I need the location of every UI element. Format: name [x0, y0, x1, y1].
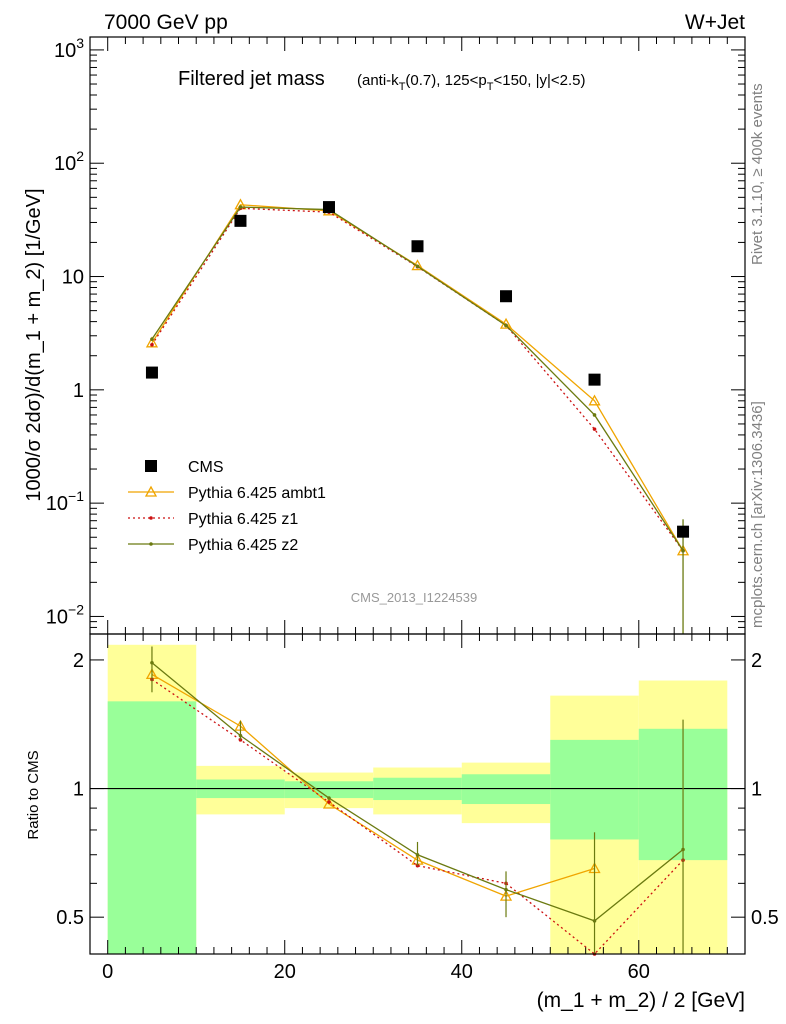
side-label-bottom: mcplots.cern.ch [arXiv:1306.3436] — [749, 401, 766, 628]
ratio-y-tick-label-right: 0.5 — [751, 907, 779, 929]
main-y-tick-label: 10 — [62, 267, 84, 289]
cms-point — [677, 525, 690, 538]
green-band — [107, 701, 197, 954]
ratio-point-ambt1 — [322, 797, 336, 809]
header-left: 7000 GeV pp — [104, 11, 228, 34]
chart-subtitle: (anti-kT(0.7), 125<pT<150, |y|<2.5) — [357, 72, 586, 93]
side-label-top: Rivet 3.1.10, ≥ 400k events — [749, 83, 766, 265]
legend-marker-triangle — [144, 485, 158, 497]
legend-label: Pythia 6.425 z1 — [188, 511, 298, 528]
series-point-z1 — [150, 342, 154, 347]
x-tick-label: 0 — [102, 961, 113, 983]
main-y-tick-label: 103 — [54, 35, 84, 62]
series-point-z2 — [504, 323, 508, 328]
ratio-y-tick-label: 0.5 — [56, 907, 84, 929]
ratio-y-tick-label-right: 2 — [751, 650, 762, 672]
x-tick-label: 40 — [451, 961, 473, 983]
ratio-uncertainty-bands — [107, 644, 728, 954]
cms-point — [500, 290, 513, 303]
legend-marker-cms — [145, 460, 157, 472]
ratio-y-tick-label: 1 — [73, 779, 84, 801]
main-y-tick-label: 1 — [73, 380, 84, 402]
ratio-y-axis-label: Ratio to CMS — [25, 750, 42, 839]
series-point-z2 — [592, 413, 597, 417]
header-right: W+Jet — [685, 11, 745, 34]
x-axis-label: (m_1 + m_2) / 2 [GeV] — [537, 989, 745, 1012]
legend: CMS Pythia 6.425 ambt1 Pythia 6.425 z1 Pyth… — [128, 459, 326, 554]
x-tick-label: 60 — [628, 961, 650, 983]
legend-marker-dot — [149, 542, 153, 546]
green-band — [284, 781, 374, 799]
green-band — [550, 739, 639, 840]
legend-marker-dot — [149, 516, 153, 520]
ratio-plot: 0 20 40 60 0.5 0.5 1 1 2 2 — [56, 634, 779, 983]
chart-title: Filtered jet mass — [178, 68, 325, 90]
ratio-line-ambt1 — [151, 673, 595, 897]
main-y-tick-label: 10−1 — [46, 488, 84, 515]
series-point-ambt1 — [145, 336, 159, 348]
series-point-z2 — [150, 337, 154, 341]
series-point-z1 — [592, 427, 597, 431]
ratio-y-tick-label-right: 1 — [751, 779, 762, 801]
ratio-plot-frame — [89, 633, 746, 955]
series-point-z2 — [415, 264, 420, 269]
ratio-point-z1 — [327, 800, 331, 804]
cms-point — [234, 214, 247, 227]
ratio-y-tick-label: 2 — [73, 650, 84, 672]
cms-point — [588, 373, 601, 386]
cms-point — [322, 201, 335, 214]
main-plot: 10−2 10−1 1 10 102 103 — [46, 35, 745, 635]
cms-point — [145, 366, 158, 379]
legend-label: Pythia 6.425 ambt1 — [188, 485, 326, 502]
x-tick-label: 20 — [274, 961, 296, 983]
legend-label: Pythia 6.425 z2 — [188, 537, 298, 554]
series-point-ambt1 — [588, 394, 601, 406]
legend-label: CMS — [188, 459, 224, 476]
cms-point — [411, 240, 424, 253]
ratio-point-z2 — [327, 796, 331, 800]
main-y-tick-label: 10−2 — [46, 601, 84, 628]
watermark: CMS_2013_I1224539 — [351, 590, 478, 605]
series-point-z2 — [238, 205, 243, 209]
main-y-axis-label: 1000/σ 2dσ)/d(m_1 + m_2) [1/GeV] — [23, 188, 45, 501]
main-y-tick-label: 102 — [54, 148, 84, 175]
